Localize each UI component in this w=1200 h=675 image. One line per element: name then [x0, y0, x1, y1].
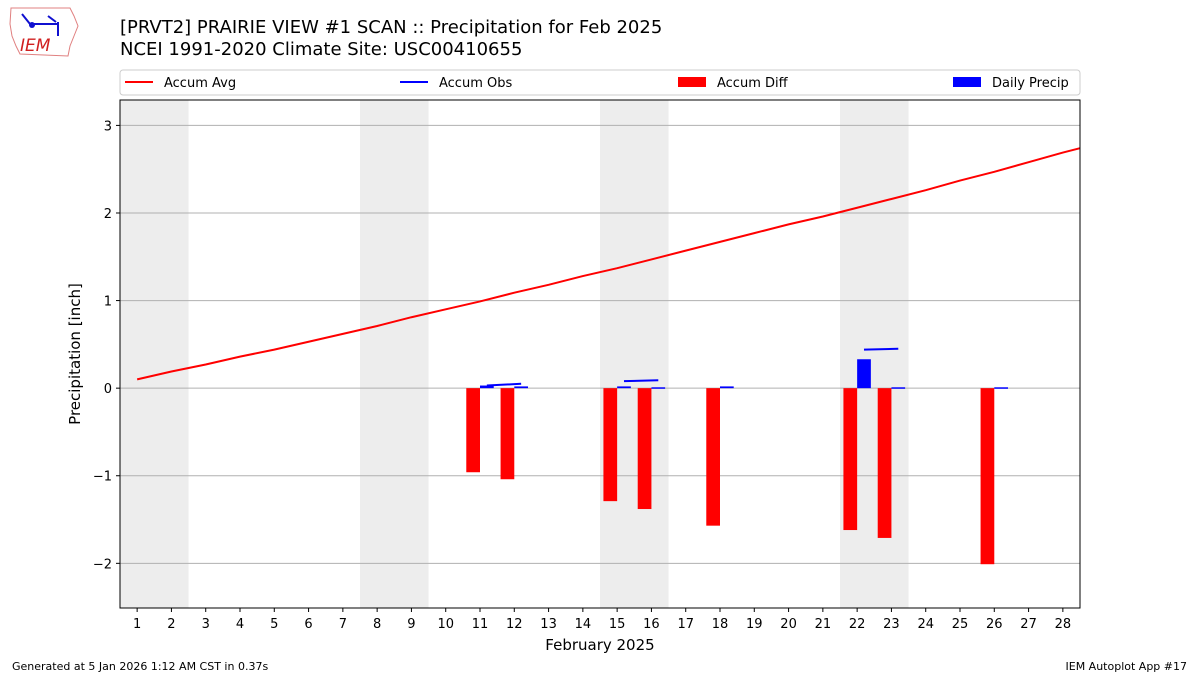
legend-box [119, 69, 1081, 96]
daily-precip-bar [994, 387, 1008, 389]
x-tick-label: 8 [373, 617, 381, 632]
accum-diff-bar [466, 388, 480, 473]
x-tick-label: 18 [712, 617, 729, 632]
x-tick-label: 11 [472, 617, 489, 632]
footer-app: IEM Autoplot App #17 [1065, 660, 1188, 673]
legend-label: Daily Precip [992, 76, 1069, 91]
legend-label: Accum Diff [717, 76, 789, 91]
x-tick-label: 21 [815, 617, 832, 632]
y-axis-label: Precipitation [inch] [66, 283, 84, 425]
x-tick-label: 10 [437, 617, 454, 632]
x-tick-label: 27 [1020, 617, 1037, 632]
accum-diff-bar [603, 388, 618, 502]
y-tick-label: −1 [93, 470, 112, 485]
x-tick-label: 28 [1055, 617, 1072, 632]
accum-obs-line [863, 347, 899, 351]
x-tick-label: 20 [780, 617, 797, 632]
plot-frame [119, 99, 1081, 609]
svg-text:IEM: IEM [20, 36, 51, 56]
x-tick-label: 23 [883, 617, 900, 632]
x-tick-label: 5 [270, 617, 278, 632]
legend-label: Accum Avg [164, 76, 236, 91]
x-tick-label: 1 [133, 617, 141, 632]
chart-title: [PRVT2] PRAIRIE VIEW #1 SCAN :: Precipit… [120, 17, 662, 61]
iem-logo: IEM [9, 7, 79, 57]
accum-diff-bar [980, 388, 995, 565]
x-tick-label: 14 [575, 617, 592, 632]
x-tick-label: 12 [506, 617, 523, 632]
x-tick-label: 16 [643, 617, 660, 632]
daily-precip-bar [720, 386, 734, 389]
x-tick-label: 15 [609, 617, 626, 632]
accum-obs-line [486, 382, 522, 387]
x-tick-label: 26 [986, 617, 1003, 632]
legend-swatch-diff [678, 77, 706, 87]
accum-diff-bar [706, 388, 720, 526]
daily-precip-bar [891, 387, 906, 389]
y-tick-label: 2 [104, 207, 112, 222]
daily-precip-bar [857, 359, 871, 389]
x-tick-label: 22 [849, 617, 866, 632]
weekend-band [600, 100, 669, 608]
accum-diff-bar [637, 388, 652, 510]
x-tick-label: 6 [304, 617, 312, 632]
weekend-band [840, 100, 909, 608]
x-tick-label: 17 [677, 617, 694, 632]
accum-avg-line [136, 147, 1081, 381]
weekend-band [360, 100, 429, 608]
x-tick-label: 19 [746, 617, 763, 632]
x-tick-label: 13 [540, 617, 557, 632]
accum-diff-bar [500, 388, 515, 480]
accum-diff-bar [877, 388, 892, 538]
y-tick-label: 3 [104, 119, 112, 134]
x-tick-label: 24 [917, 617, 934, 632]
title-line-1: [PRVT2] PRAIRIE VIEW #1 SCAN :: Precipit… [120, 17, 663, 38]
x-tick-label: 3 [202, 617, 210, 632]
legend-label: Accum Obs [439, 76, 512, 91]
daily-precip-bar [651, 387, 666, 389]
y-tick-label: −2 [93, 557, 112, 572]
x-axis-label: February 2025 [545, 636, 654, 654]
accum-obs-line [623, 379, 659, 383]
y-tick-label: 1 [104, 295, 112, 310]
daily-precip-bar [514, 386, 528, 389]
daily-precip-bar [617, 386, 631, 389]
x-tick-label: 7 [339, 617, 347, 632]
x-tick-label: 9 [407, 617, 415, 632]
accum-diff-bar [843, 388, 858, 531]
weekend-band [120, 100, 189, 608]
footer-generated: Generated at 5 Jan 2026 1:12 AM CST in 0… [12, 660, 269, 673]
title-line-2: NCEI 1991-2020 Climate Site: USC00410655 [120, 39, 523, 60]
legend-swatch-daily [953, 77, 981, 87]
daily-precip-bar [480, 385, 494, 389]
x-tick-label: 25 [952, 617, 969, 632]
x-tick-label: 2 [167, 617, 175, 632]
x-tick-label: 4 [236, 617, 244, 632]
y-tick-label: 0 [104, 382, 112, 397]
